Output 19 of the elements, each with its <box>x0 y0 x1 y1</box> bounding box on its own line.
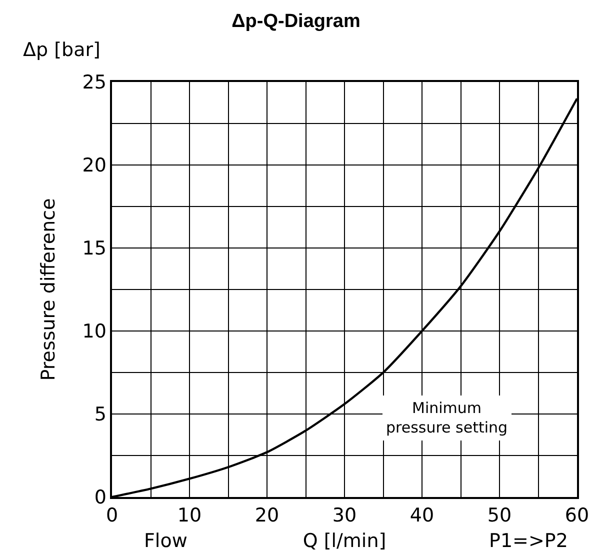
y-tick-label: 10 <box>82 320 106 343</box>
y-tick-label: 0 <box>94 486 106 509</box>
x-tick-label: 30 <box>332 504 357 527</box>
y-tick-label: 25 <box>82 72 106 94</box>
text: Δp [bar] <box>23 39 100 61</box>
y-tick-label: 15 <box>82 238 106 260</box>
x-tick-label: 40 <box>410 504 434 527</box>
x-tick-label: 10 <box>177 504 202 527</box>
text: P1=>P2 <box>489 530 568 552</box>
y-tick-label: 5 <box>94 404 106 426</box>
annotation: Minimum pressure setting <box>386 399 508 436</box>
y-axis-title: Pressure difference <box>38 198 60 381</box>
y-tick-label: 20 <box>82 154 106 177</box>
text: Flow <box>144 530 188 552</box>
x-tick-label: 60 <box>564 504 590 527</box>
x-tick-label: 50 <box>487 504 512 527</box>
chart-title: Δp-Q-Diagram <box>232 11 360 32</box>
x-tick-label: 20 <box>254 504 280 527</box>
x-axis-title: Q [l/min] <box>302 530 386 552</box>
